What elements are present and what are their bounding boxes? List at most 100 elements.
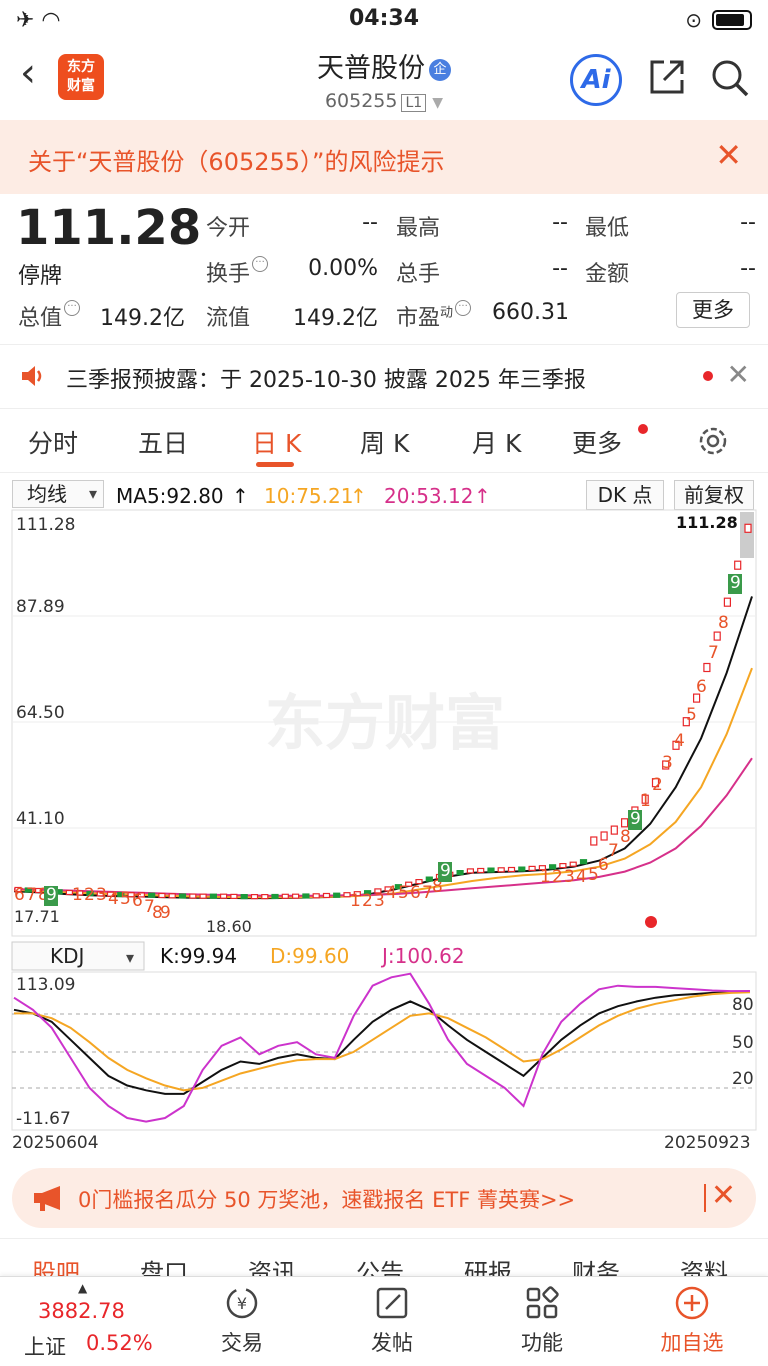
sequence-mark: 8 [718, 613, 729, 633]
adjust-button[interactable]: 前复权 [674, 480, 754, 510]
sequence-mark: 3 [662, 753, 673, 773]
nav-add-watchlist[interactable]: 加自选 [642, 1285, 742, 1357]
tab-more-dot [638, 424, 648, 434]
tab-research[interactable]: 研报 [464, 1259, 512, 1278]
turnover-label: 换手 ··· [206, 256, 269, 288]
nav-trade[interactable]: ¥ 交易 [192, 1285, 292, 1357]
sequence-mark: 1 [350, 891, 361, 911]
tab-intraday[interactable]: 分时 [28, 429, 79, 458]
low-price-label: 18.60 [206, 917, 252, 936]
tab-finance[interactable]: 财务 [572, 1259, 620, 1278]
tab-forum[interactable]: 股吧 [32, 1259, 80, 1278]
close-icon[interactable]: ✕ [726, 358, 750, 391]
quote-panel: 111.28 停牌 今开 -- 最高 -- 最低 -- 换手 ··· 0.00% … [0, 194, 768, 344]
series-line-ma5 [13, 596, 753, 900]
candle [559, 863, 567, 869]
sequence-mark: 8 [152, 903, 163, 923]
y-tick-label: 87.89 [16, 597, 65, 617]
tab-more[interactable]: 更多 [572, 429, 623, 458]
chart-canvas[interactable]: 东方财富 111.28 87.89 64.50 41.10 17.71 18.6… [0, 474, 768, 1154]
kdj-dropdown[interactable] [11, 941, 145, 971]
ai-button[interactable]: Ai [570, 54, 622, 106]
info-icon[interactable]: ··· [252, 256, 269, 272]
tab-monthly-k[interactable]: 月 K [472, 429, 522, 458]
app-logo: 东方 财富 [58, 54, 104, 100]
megaphone-icon [34, 1186, 60, 1211]
chevron-down-icon: ▼ [432, 95, 444, 111]
divider [0, 344, 768, 345]
gear-icon[interactable] [696, 424, 730, 458]
candle [548, 864, 557, 870]
candle [333, 892, 341, 898]
sequence-mark: 7 [26, 885, 37, 905]
sequence-mark: 8 [38, 885, 49, 905]
sequence-mark: 4 [674, 731, 685, 751]
sequence-mark: 5 [120, 889, 131, 909]
sequence-mark: 7 [422, 883, 433, 903]
nav-functions[interactable]: 功能 [492, 1285, 592, 1357]
sequence-mark: 6 [696, 677, 707, 697]
share-icon[interactable] [648, 58, 686, 96]
tab-five-day[interactable]: 五日 [138, 429, 189, 458]
open-label: 今开 [206, 216, 251, 241]
candle [322, 892, 331, 899]
close-icon[interactable]: ✕ [710, 1178, 736, 1213]
back-button[interactable]: ‹ [20, 50, 36, 96]
candle [199, 893, 207, 899]
dk-point-button[interactable]: DK 点 [586, 480, 664, 510]
indicator-dropdown[interactable]: 均线 [12, 480, 104, 508]
kline-chart[interactable]: 均线 MA5:92.80 ↑ 10:75.21 ↑ 20:53.12 ↑ DK … [0, 474, 768, 1154]
edit-icon [376, 1287, 408, 1319]
ma20-arrow: ↑ [474, 484, 491, 508]
risk-banner[interactable]: 关于“天普股份（605255）”的风险提示 ✕ [0, 120, 768, 194]
candle [405, 881, 413, 887]
promo-banner[interactable]: 0门槛报名瓜分 50 万奖池，速戳报名 ETF 菁英赛>> ✕ [12, 1168, 756, 1228]
high-label: 最高 [396, 216, 441, 241]
scroll-thumb[interactable] [740, 512, 754, 558]
ma10-arrow: ↑ [350, 484, 367, 508]
sequence-mark: 2 [552, 867, 563, 887]
start-date: 20250604 [12, 1133, 99, 1153]
divider [0, 408, 768, 409]
info-icon[interactable]: ··· [455, 300, 472, 316]
amount-value: -- [740, 256, 756, 281]
sequence-mark: 2 [84, 885, 95, 905]
tab-news[interactable]: 资讯 [248, 1259, 296, 1278]
candle [692, 693, 701, 703]
candle [641, 794, 649, 804]
more-button[interactable]: 更多 [676, 292, 750, 328]
candle [261, 894, 269, 900]
sequence-mark: 8 [432, 877, 443, 897]
tab-announcements[interactable]: 公告 [356, 1259, 404, 1278]
sequence-mark: 2 [652, 775, 663, 795]
kdj-line-k [13, 990, 751, 1095]
candle [538, 865, 547, 871]
series-line-ma20 [13, 757, 753, 897]
sequence-mark: 2 [362, 891, 373, 911]
candle [682, 717, 690, 727]
candle [425, 876, 433, 882]
tab-weekly-k[interactable]: 周 K [360, 429, 410, 458]
info-icon[interactable]: ··· [64, 300, 81, 316]
stock-code-row[interactable]: 605255 L1 ▼ [0, 90, 768, 112]
open-value: -- [362, 210, 378, 235]
close-icon[interactable]: ✕ [715, 136, 742, 174]
signal-dot [645, 916, 657, 928]
kdj-tick-50: 50 [732, 1033, 754, 1053]
kdj-top-label: 113.09 [16, 975, 75, 995]
sequence-mark-bg [44, 886, 58, 906]
stock-title: 天普股份企 [0, 46, 768, 85]
tab-daily-k[interactable]: 日 K [252, 429, 302, 458]
tab-profile[interactable]: 资料 [680, 1259, 728, 1278]
candle [86, 890, 94, 897]
candle [364, 890, 372, 896]
tab-order-book[interactable]: 盘口 [140, 1259, 188, 1278]
high-value: -- [552, 210, 568, 235]
sequence-mark: 9 [46, 885, 57, 905]
amount-label: 金额 [585, 262, 630, 287]
sequence-mark: 6 [410, 883, 421, 903]
search-icon[interactable] [710, 58, 750, 98]
nav-post[interactable]: 发帖 [342, 1285, 442, 1357]
kdj-tick-20: 20 [732, 1069, 754, 1089]
earnings-notice[interactable]: 三季报预披露：于 2025-10-30 披露 2025 年三季报 ✕ [0, 344, 768, 408]
